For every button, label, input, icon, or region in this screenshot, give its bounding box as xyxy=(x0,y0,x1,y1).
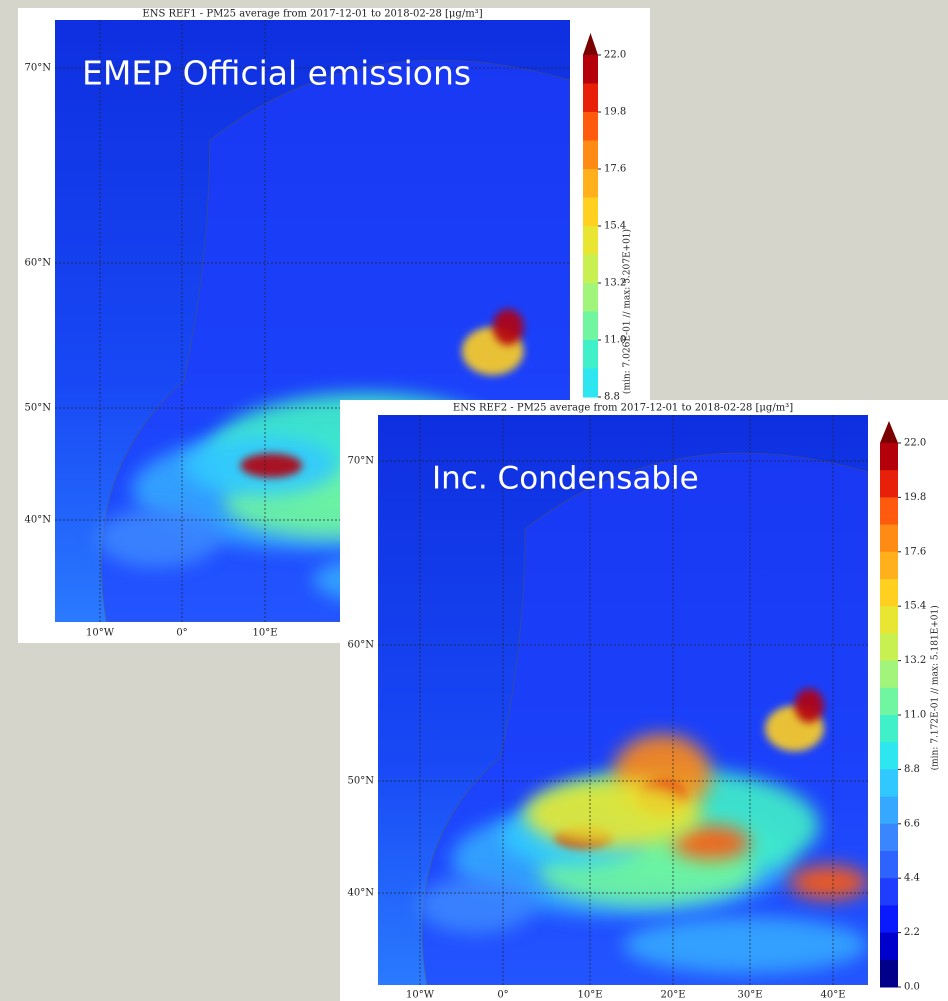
colorbar-tick-label: 0.0 xyxy=(904,982,920,993)
lon-label: 10°E xyxy=(577,990,602,1001)
colorbar-segment xyxy=(880,606,898,634)
colorbar-note: (min: 7.026E-01 // max: 5.207E+01) xyxy=(622,229,633,394)
colorbar-tick-label: 8.8 xyxy=(904,764,920,775)
colorbar-segment xyxy=(583,112,598,141)
map-panel: ENS REF2 - PM25 average from 2017-12-01 … xyxy=(340,400,948,1001)
lat-label: 40°N xyxy=(25,515,52,526)
map-title: ENS REF1 - PM25 average from 2017-12-01 … xyxy=(142,9,482,20)
lat-label: 40°N xyxy=(348,888,375,899)
lon-label: 10°W xyxy=(86,628,115,639)
colorbar-segment xyxy=(583,169,598,198)
colorbar-tick-label: 13.2 xyxy=(904,655,926,666)
lon-label: 40°E xyxy=(820,990,845,1001)
pollution-area xyxy=(240,453,302,477)
colorbar-segment xyxy=(583,283,598,312)
colorbar-note: (min: 7.172E-01 // max: 5.181E+01) xyxy=(930,605,941,770)
colorbar-tick-label: 4.4 xyxy=(904,873,920,884)
colorbar-segment xyxy=(880,878,898,906)
lon-label: 20°E xyxy=(660,990,685,1001)
lon-label: 30°E xyxy=(737,990,762,1001)
colorbar-segment xyxy=(880,960,898,988)
lat-label: 60°N xyxy=(348,640,375,651)
colorbar-segment xyxy=(880,688,898,716)
lon-label: 10°W xyxy=(406,990,435,1001)
colorbar-segment xyxy=(583,198,598,227)
colorbar-segment xyxy=(880,769,898,797)
lon-label: 0° xyxy=(176,628,187,639)
lat-label: 60°N xyxy=(25,258,52,269)
colorbar-tick-label: 22.0 xyxy=(604,50,626,61)
colorbar-tick-label: 19.8 xyxy=(604,107,626,118)
pollution-area xyxy=(493,309,524,345)
pollution-area xyxy=(623,917,868,974)
lat-label: 70°N xyxy=(348,456,375,467)
pollution-area xyxy=(417,877,535,934)
panel-label: EMEP Official emissions xyxy=(82,54,471,93)
colorbar-segment xyxy=(880,470,898,498)
colorbar-segment xyxy=(880,933,898,961)
colorbar-segment xyxy=(880,742,898,770)
map-title: ENS REF2 - PM25 average from 2017-12-01 … xyxy=(453,403,793,414)
lat-label: 50°N xyxy=(25,403,52,414)
lat-label: 50°N xyxy=(348,776,375,787)
colorbar-tick-label: 2.2 xyxy=(904,927,920,938)
pollution-area xyxy=(790,865,868,899)
colorbar-segment xyxy=(880,552,898,580)
colorbar-segment xyxy=(880,633,898,661)
colorbar-tick-label: 17.6 xyxy=(904,546,926,557)
lat-label: 70°N xyxy=(25,63,52,74)
pollution-area xyxy=(795,689,824,723)
colorbar-tick-label: 6.6 xyxy=(904,818,920,829)
colorbar-tick-label: 22.0 xyxy=(904,438,926,449)
pollution-area xyxy=(525,780,701,848)
colorbar-segment xyxy=(880,443,898,471)
map xyxy=(378,415,868,985)
colorbar-segment xyxy=(880,824,898,852)
colorbar-tick-label: 15.4 xyxy=(904,601,926,612)
colorbar-segment xyxy=(583,55,598,84)
colorbar-segment xyxy=(880,579,898,607)
colorbar-segment xyxy=(880,661,898,689)
colorbar-segment xyxy=(880,525,898,553)
colorbar-segment xyxy=(583,255,598,284)
colorbar-segment xyxy=(583,340,598,369)
colorbar-tick-label: 11.0 xyxy=(904,710,926,721)
colorbar-segment xyxy=(583,84,598,113)
colorbar-segment xyxy=(880,497,898,525)
colorbar-segment xyxy=(880,905,898,933)
pollution-area xyxy=(96,508,220,568)
colorbar-segment xyxy=(880,715,898,743)
colorbar-tick-label: 17.6 xyxy=(604,164,626,175)
lon-label: 10°E xyxy=(252,628,277,639)
colorbar-segment xyxy=(583,226,598,255)
panel-label: Inc. Condensable xyxy=(432,461,699,497)
colorbar-segment xyxy=(880,851,898,879)
colorbar-tick-label: 19.8 xyxy=(904,492,926,503)
colorbar-segment xyxy=(583,141,598,170)
colorbar-segment xyxy=(583,369,598,398)
colorbar-segment xyxy=(880,797,898,825)
lon-label: 0° xyxy=(497,990,508,1001)
colorbar-segment xyxy=(583,312,598,341)
slide: ENS REF1 - PM25 average from 2017-12-01 … xyxy=(0,0,948,1001)
